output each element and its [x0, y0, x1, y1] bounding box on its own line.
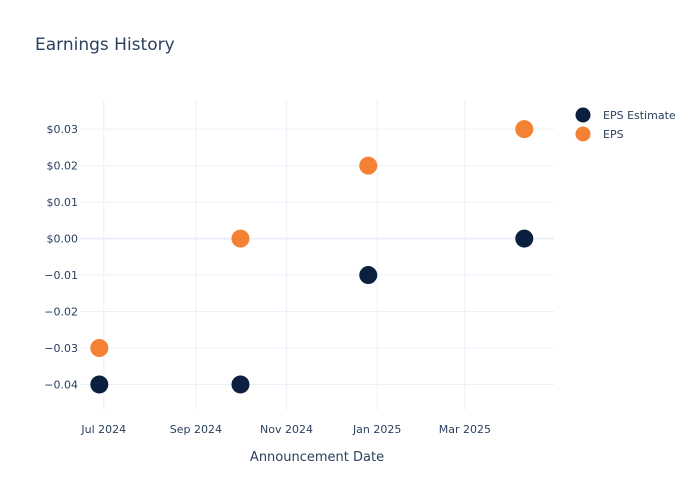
eps-point[interactable] — [359, 156, 378, 175]
chart-title: Earnings History — [35, 35, 175, 55]
y-tick-label: $0.01 — [47, 196, 79, 209]
y-tick-label: −0.02 — [44, 306, 78, 319]
y-tick-label: −0.03 — [44, 342, 78, 355]
data-points — [90, 120, 534, 394]
legend: EPS Estimate EPS — [575, 107, 676, 142]
legend-label-eps-estimate[interactable]: EPS Estimate — [603, 109, 676, 122]
legend-marker-eps-estimate[interactable] — [575, 107, 591, 123]
y-axis-ticks: $0.03 $0.02 $0.01 $0.00 −0.01 −0.02 −0.03 −0.04 — [44, 123, 78, 391]
legend-marker-eps[interactable] — [575, 126, 591, 142]
eps-point[interactable] — [231, 229, 250, 248]
y-tick-label: −0.01 — [44, 269, 78, 282]
eps-point[interactable] — [90, 339, 109, 357]
eps-estimate-point[interactable] — [231, 375, 250, 394]
y-tick-label: $0.00 — [47, 233, 79, 246]
eps-estimate-point[interactable] — [90, 375, 109, 394]
x-tick-label: Nov 2024 — [260, 423, 313, 436]
eps-estimate-point[interactable] — [359, 266, 378, 285]
x-tick-label: Jul 2024 — [80, 423, 126, 436]
x-tick-label: Jan 2025 — [352, 423, 401, 436]
x-axis-title: Announcement Date — [250, 450, 384, 465]
gridlines — [80, 100, 554, 410]
x-tick-label: Sep 2024 — [170, 423, 222, 436]
y-tick-label: $0.03 — [47, 123, 79, 136]
legend-label-eps[interactable]: EPS — [603, 128, 624, 141]
eps-estimate-point[interactable] — [515, 229, 534, 248]
x-axis-ticks: Jul 2024 Sep 2024 Nov 2024 Jan 2025 Mar 2025 — [80, 423, 491, 436]
y-tick-label: $0.02 — [47, 160, 79, 173]
eps-point[interactable] — [515, 120, 534, 139]
x-tick-label: Mar 2025 — [439, 423, 491, 436]
y-tick-label: −0.04 — [44, 378, 78, 391]
